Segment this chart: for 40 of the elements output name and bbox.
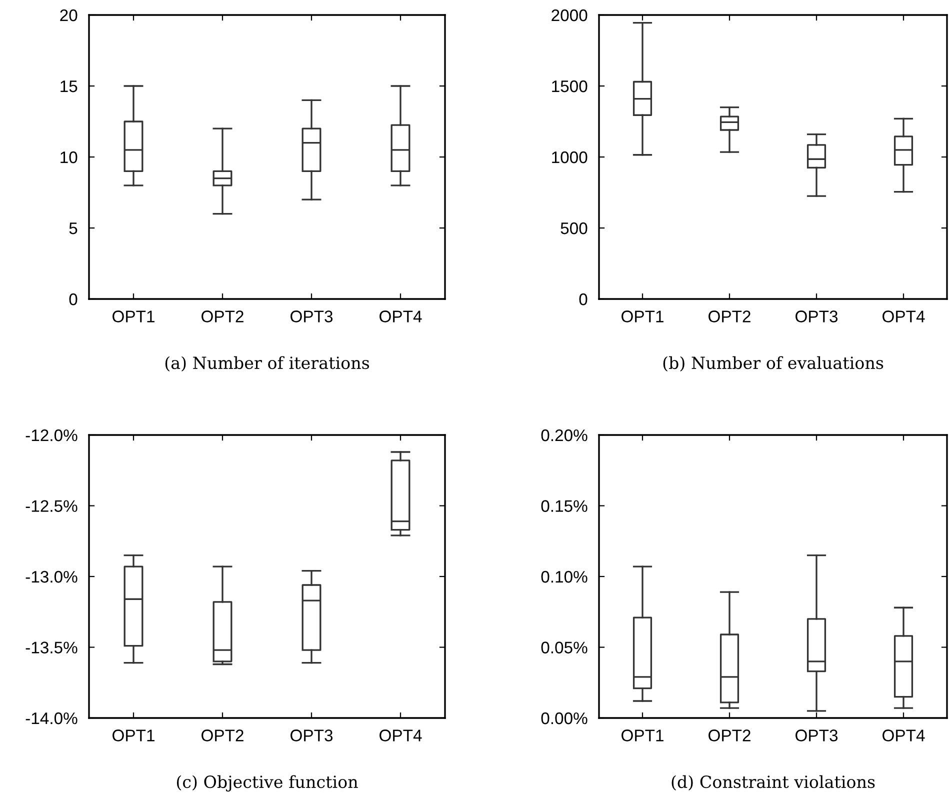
x-axis-title: (d) Constraint violations bbox=[672, 775, 875, 790]
y-tick-label: 2000 bbox=[552, 9, 588, 22]
y-tick-label: 0.05% bbox=[541, 642, 588, 654]
x-tick-label: OPT2 bbox=[202, 310, 244, 322]
x-tick-label: OPT3 bbox=[290, 730, 333, 742]
y-tick-label: 0 bbox=[69, 293, 78, 306]
y-tick-label: -14.0% bbox=[26, 712, 78, 724]
y-tick-label: 20 bbox=[60, 9, 78, 22]
x-tick-label: OPT4 bbox=[380, 730, 422, 742]
x-tick-label: OPT1 bbox=[112, 310, 154, 322]
x-axis-title: (a) Number of iterations bbox=[165, 356, 370, 372]
y-tick-label: 1000 bbox=[552, 151, 588, 164]
x-tick-label: OPT4 bbox=[380, 310, 422, 322]
y-tick-label: 10 bbox=[60, 151, 78, 164]
y-tick-label: 5 bbox=[69, 222, 78, 234]
x-tick-label: OPT1 bbox=[622, 310, 664, 322]
x-axis-title: (c) Objective function bbox=[176, 775, 358, 792]
x-tick-label: OPT4 bbox=[882, 310, 925, 322]
y-tick-label: 0.00% bbox=[541, 712, 588, 724]
y-tick-label: 15 bbox=[60, 80, 78, 92]
y-tick-label: -12.0% bbox=[26, 429, 78, 442]
x-tick-label: OPT3 bbox=[796, 310, 838, 322]
x-axis-title: (b) Number of evaluations bbox=[663, 356, 884, 372]
y-tick-label: 0.20% bbox=[541, 429, 588, 442]
x-tick-label: OPT2 bbox=[708, 730, 750, 742]
y-tick-label: 1500 bbox=[552, 80, 588, 92]
x-tick-label: OPT2 bbox=[708, 310, 750, 322]
y-tick-label: 500 bbox=[560, 222, 588, 234]
x-tick-label: OPT1 bbox=[622, 730, 664, 742]
x-tick-label: OPT4 bbox=[882, 730, 925, 742]
y-tick-label: 0.15% bbox=[541, 500, 588, 512]
y-tick-label: -12.5% bbox=[26, 500, 78, 512]
y-tick-label: -13.5% bbox=[26, 642, 78, 654]
y-tick-label: -13.0% bbox=[26, 570, 78, 583]
x-tick-label: OPT2 bbox=[202, 730, 244, 742]
x-tick-label: OPT3 bbox=[290, 310, 333, 322]
y-tick-label: 0 bbox=[579, 293, 588, 306]
x-tick-label: OPT3 bbox=[796, 730, 838, 742]
x-tick-label: OPT1 bbox=[112, 730, 154, 742]
y-tick-label: 0.10% bbox=[541, 570, 588, 583]
